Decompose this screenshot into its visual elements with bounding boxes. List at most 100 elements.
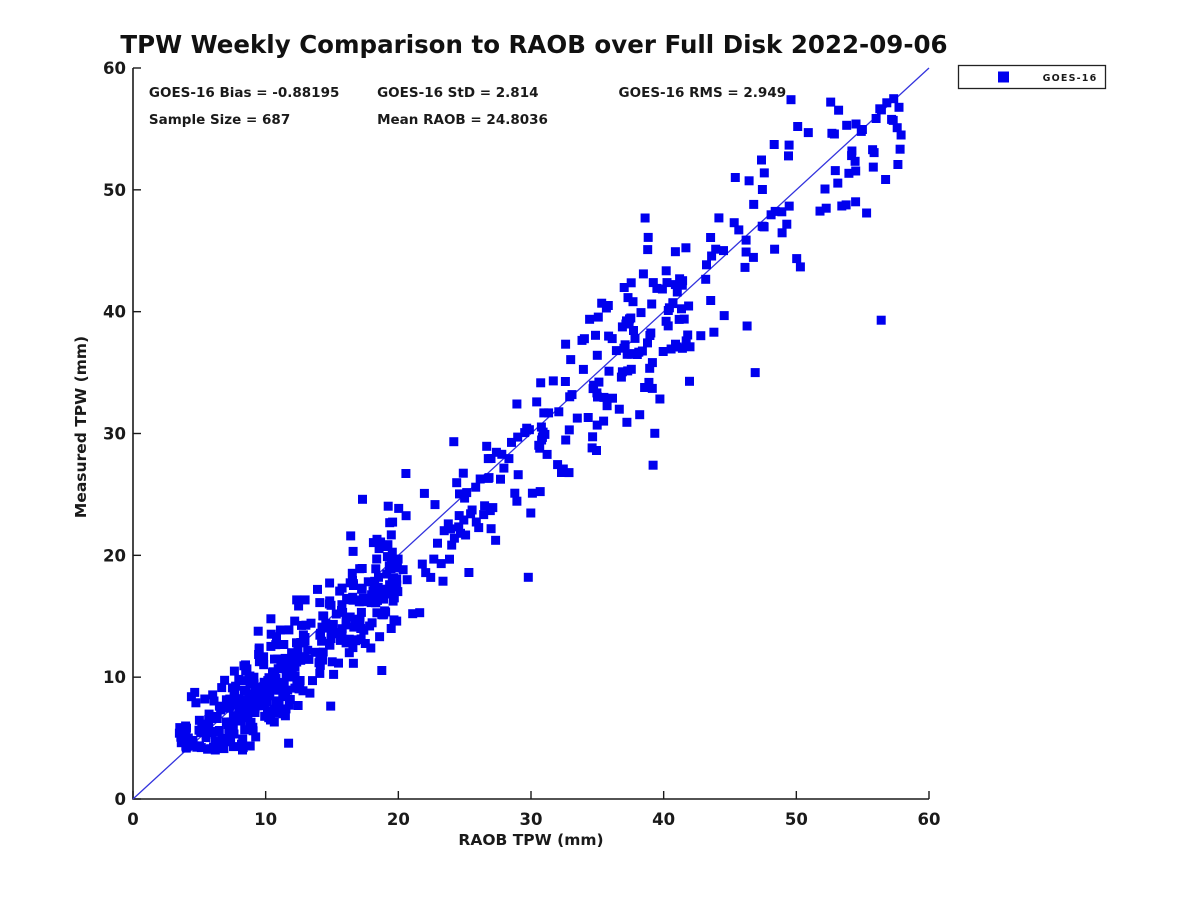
data-point: [486, 524, 496, 534]
data-point: [684, 301, 694, 311]
x-tick-label: 50: [785, 810, 808, 829]
data-point: [325, 596, 335, 606]
data-point: [337, 606, 346, 615]
data-point: [621, 319, 631, 329]
data-point: [308, 676, 317, 686]
data-point: [786, 95, 796, 105]
data-point: [510, 488, 520, 498]
data-point: [278, 687, 288, 697]
data-point: [358, 597, 368, 607]
data-point: [337, 632, 347, 642]
data-point: [597, 298, 607, 308]
data-point: [228, 721, 238, 731]
data-point: [229, 742, 238, 752]
data-point: [204, 719, 214, 729]
data-point: [438, 576, 448, 586]
data-point: [326, 701, 336, 711]
data-point: [696, 331, 706, 341]
data-point: [623, 293, 633, 303]
data-point: [421, 568, 431, 578]
data-point: [348, 658, 358, 668]
data-point: [637, 346, 647, 356]
data-point: [217, 733, 227, 743]
data-point: [194, 725, 204, 735]
data-point: [537, 435, 547, 445]
data-point: [616, 372, 626, 382]
data-point: [750, 368, 760, 378]
data-point: [443, 519, 453, 529]
data-point: [643, 245, 653, 255]
data-point: [758, 222, 768, 231]
data-point: [666, 344, 676, 354]
data-point: [284, 700, 294, 710]
data-point: [491, 535, 501, 545]
data-point: [341, 620, 351, 630]
data-point: [655, 394, 665, 404]
data-point: [214, 701, 224, 711]
data-point: [259, 660, 269, 670]
data-point: [446, 524, 456, 534]
data-point: [593, 312, 603, 322]
data-point: [795, 262, 805, 272]
data-point: [269, 717, 279, 727]
data-point: [273, 654, 283, 664]
data-point: [348, 546, 358, 556]
data-point: [417, 559, 427, 569]
data-point: [640, 213, 650, 223]
x-tick-label: 40: [652, 810, 675, 829]
data-point: [678, 276, 688, 286]
data-point: [535, 487, 545, 497]
data-point: [347, 568, 357, 578]
data-point: [821, 203, 831, 213]
data-point: [316, 628, 325, 638]
data-point: [254, 650, 264, 659]
data-point: [658, 347, 668, 356]
data-point: [266, 614, 276, 624]
data-point: [685, 376, 694, 386]
data-point: [208, 690, 218, 700]
data-point: [373, 595, 382, 605]
data-point: [371, 564, 381, 574]
data-point: [200, 694, 210, 704]
data-point: [334, 658, 343, 668]
data-point: [374, 572, 383, 582]
data-point: [638, 269, 648, 279]
data-point: [513, 470, 523, 480]
x-tick-label: 60: [918, 810, 941, 829]
data-point: [485, 506, 495, 516]
data-point: [253, 626, 263, 636]
data-point: [350, 614, 360, 624]
data-point: [181, 726, 191, 736]
data-point: [319, 611, 329, 621]
data-point: [265, 691, 275, 701]
data-point: [272, 632, 281, 642]
data-point: [259, 695, 269, 704]
data-point: [579, 334, 589, 344]
data-point: [439, 526, 449, 536]
data-point: [355, 616, 365, 626]
data-point: [539, 408, 549, 418]
data-point: [862, 208, 872, 218]
data-point: [221, 717, 231, 727]
data-point: [830, 166, 840, 176]
data-point: [266, 641, 276, 651]
data-point: [630, 333, 640, 343]
data-point: [532, 397, 542, 407]
data-point: [375, 632, 385, 642]
data-point: [234, 694, 243, 704]
data-point: [383, 540, 393, 550]
data-point: [220, 675, 230, 685]
stats-annotation: GOES-16 Bias = -0.88195: [149, 85, 339, 101]
data-point: [389, 583, 399, 593]
data-point: [583, 413, 593, 422]
data-point: [250, 708, 260, 717]
data-point: [833, 178, 843, 188]
data-point: [394, 503, 404, 513]
data-point: [231, 681, 241, 691]
data-point: [844, 168, 854, 178]
data-point: [188, 740, 198, 749]
data-point: [436, 559, 446, 569]
data-point: [356, 624, 366, 633]
data-point: [826, 97, 836, 107]
data-point: [430, 500, 440, 510]
